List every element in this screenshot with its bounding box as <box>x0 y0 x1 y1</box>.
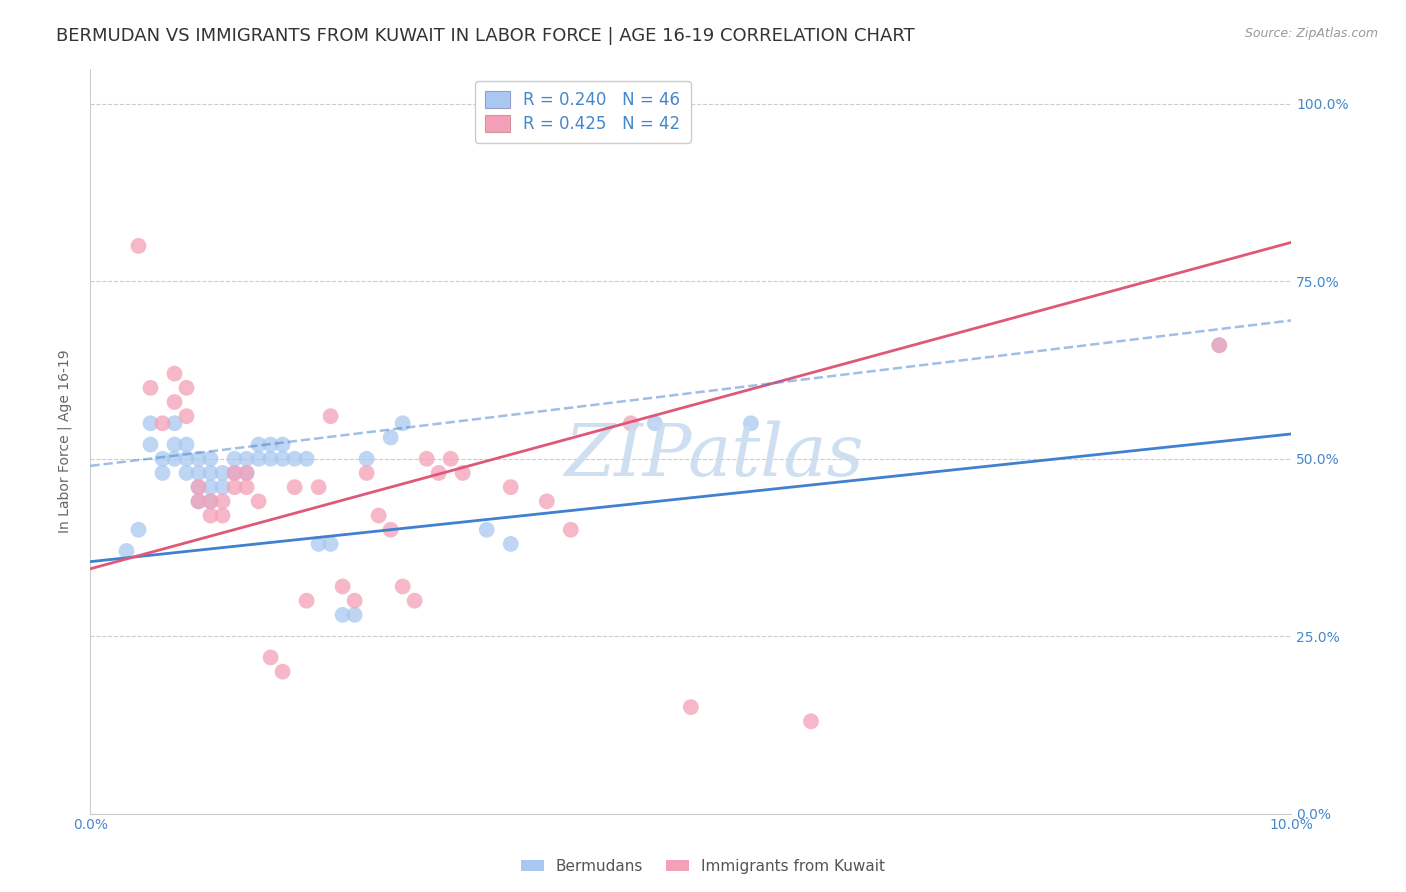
Point <box>200 466 222 480</box>
Point <box>308 537 330 551</box>
Point <box>259 650 281 665</box>
Text: Source: ZipAtlas.com: Source: ZipAtlas.com <box>1244 27 1378 40</box>
Point <box>127 239 149 253</box>
Point <box>224 451 246 466</box>
Point <box>391 579 413 593</box>
Point <box>187 480 209 494</box>
Point <box>380 430 402 444</box>
Point <box>200 508 222 523</box>
Point <box>800 714 823 729</box>
Text: BERMUDAN VS IMMIGRANTS FROM KUWAIT IN LABOR FORCE | AGE 16-19 CORRELATION CHART: BERMUDAN VS IMMIGRANTS FROM KUWAIT IN LA… <box>56 27 915 45</box>
Point <box>356 466 378 480</box>
Point <box>271 451 294 466</box>
Point <box>560 523 582 537</box>
Point <box>211 494 233 508</box>
Point <box>211 480 233 494</box>
Point <box>200 494 222 508</box>
Point <box>427 466 450 480</box>
Point <box>187 494 209 508</box>
Point <box>740 417 762 431</box>
Legend: Bermudans, Immigrants from Kuwait: Bermudans, Immigrants from Kuwait <box>515 853 891 880</box>
Point <box>271 665 294 679</box>
Point <box>295 593 318 607</box>
Point <box>163 417 186 431</box>
Point <box>127 523 149 537</box>
Point <box>163 367 186 381</box>
Point <box>187 451 209 466</box>
Point <box>499 480 522 494</box>
Point <box>536 494 558 508</box>
Point <box>224 466 246 480</box>
Point <box>187 494 209 508</box>
Point <box>259 437 281 451</box>
Point <box>224 480 246 494</box>
Point <box>319 409 342 424</box>
Point <box>1208 338 1230 352</box>
Point <box>415 451 437 466</box>
Point <box>404 593 426 607</box>
Point <box>391 417 413 431</box>
Point <box>200 494 222 508</box>
Point <box>176 451 198 466</box>
Point <box>235 451 257 466</box>
Point <box>187 466 209 480</box>
Point <box>115 544 138 558</box>
Point <box>295 451 318 466</box>
Point <box>163 437 186 451</box>
Point <box>152 451 174 466</box>
Point <box>644 417 666 431</box>
Point <box>200 451 222 466</box>
Point <box>176 381 198 395</box>
Point <box>176 437 198 451</box>
Y-axis label: In Labor Force | Age 16-19: In Labor Force | Age 16-19 <box>58 349 72 533</box>
Point <box>440 451 463 466</box>
Point <box>343 593 366 607</box>
Point <box>319 537 342 551</box>
Point <box>187 480 209 494</box>
Point <box>308 480 330 494</box>
Point <box>367 508 389 523</box>
Point <box>451 466 474 480</box>
Point <box>139 417 162 431</box>
Point <box>679 700 702 714</box>
Point <box>176 466 198 480</box>
Point <box>152 466 174 480</box>
Point <box>620 417 643 431</box>
Point <box>284 451 307 466</box>
Point <box>247 494 270 508</box>
Point <box>235 466 257 480</box>
Point <box>139 381 162 395</box>
Point <box>235 466 257 480</box>
Point <box>332 579 354 593</box>
Point <box>176 409 198 424</box>
Point <box>211 466 233 480</box>
Point <box>211 508 233 523</box>
Point <box>380 523 402 537</box>
Point <box>235 480 257 494</box>
Point <box>139 437 162 451</box>
Point <box>475 523 498 537</box>
Text: ZIPatlas: ZIPatlas <box>565 421 865 491</box>
Point <box>1208 338 1230 352</box>
Point <box>332 607 354 622</box>
Point <box>284 480 307 494</box>
Point <box>163 395 186 409</box>
Point <box>247 451 270 466</box>
Point <box>271 437 294 451</box>
Point <box>343 607 366 622</box>
Point <box>499 537 522 551</box>
Point <box>356 451 378 466</box>
Point <box>152 417 174 431</box>
Point <box>163 451 186 466</box>
Point <box>200 480 222 494</box>
Point <box>224 466 246 480</box>
Point <box>259 451 281 466</box>
Point <box>247 437 270 451</box>
Legend: R = 0.240   N = 46, R = 0.425   N = 42: R = 0.240 N = 46, R = 0.425 N = 42 <box>475 80 690 143</box>
